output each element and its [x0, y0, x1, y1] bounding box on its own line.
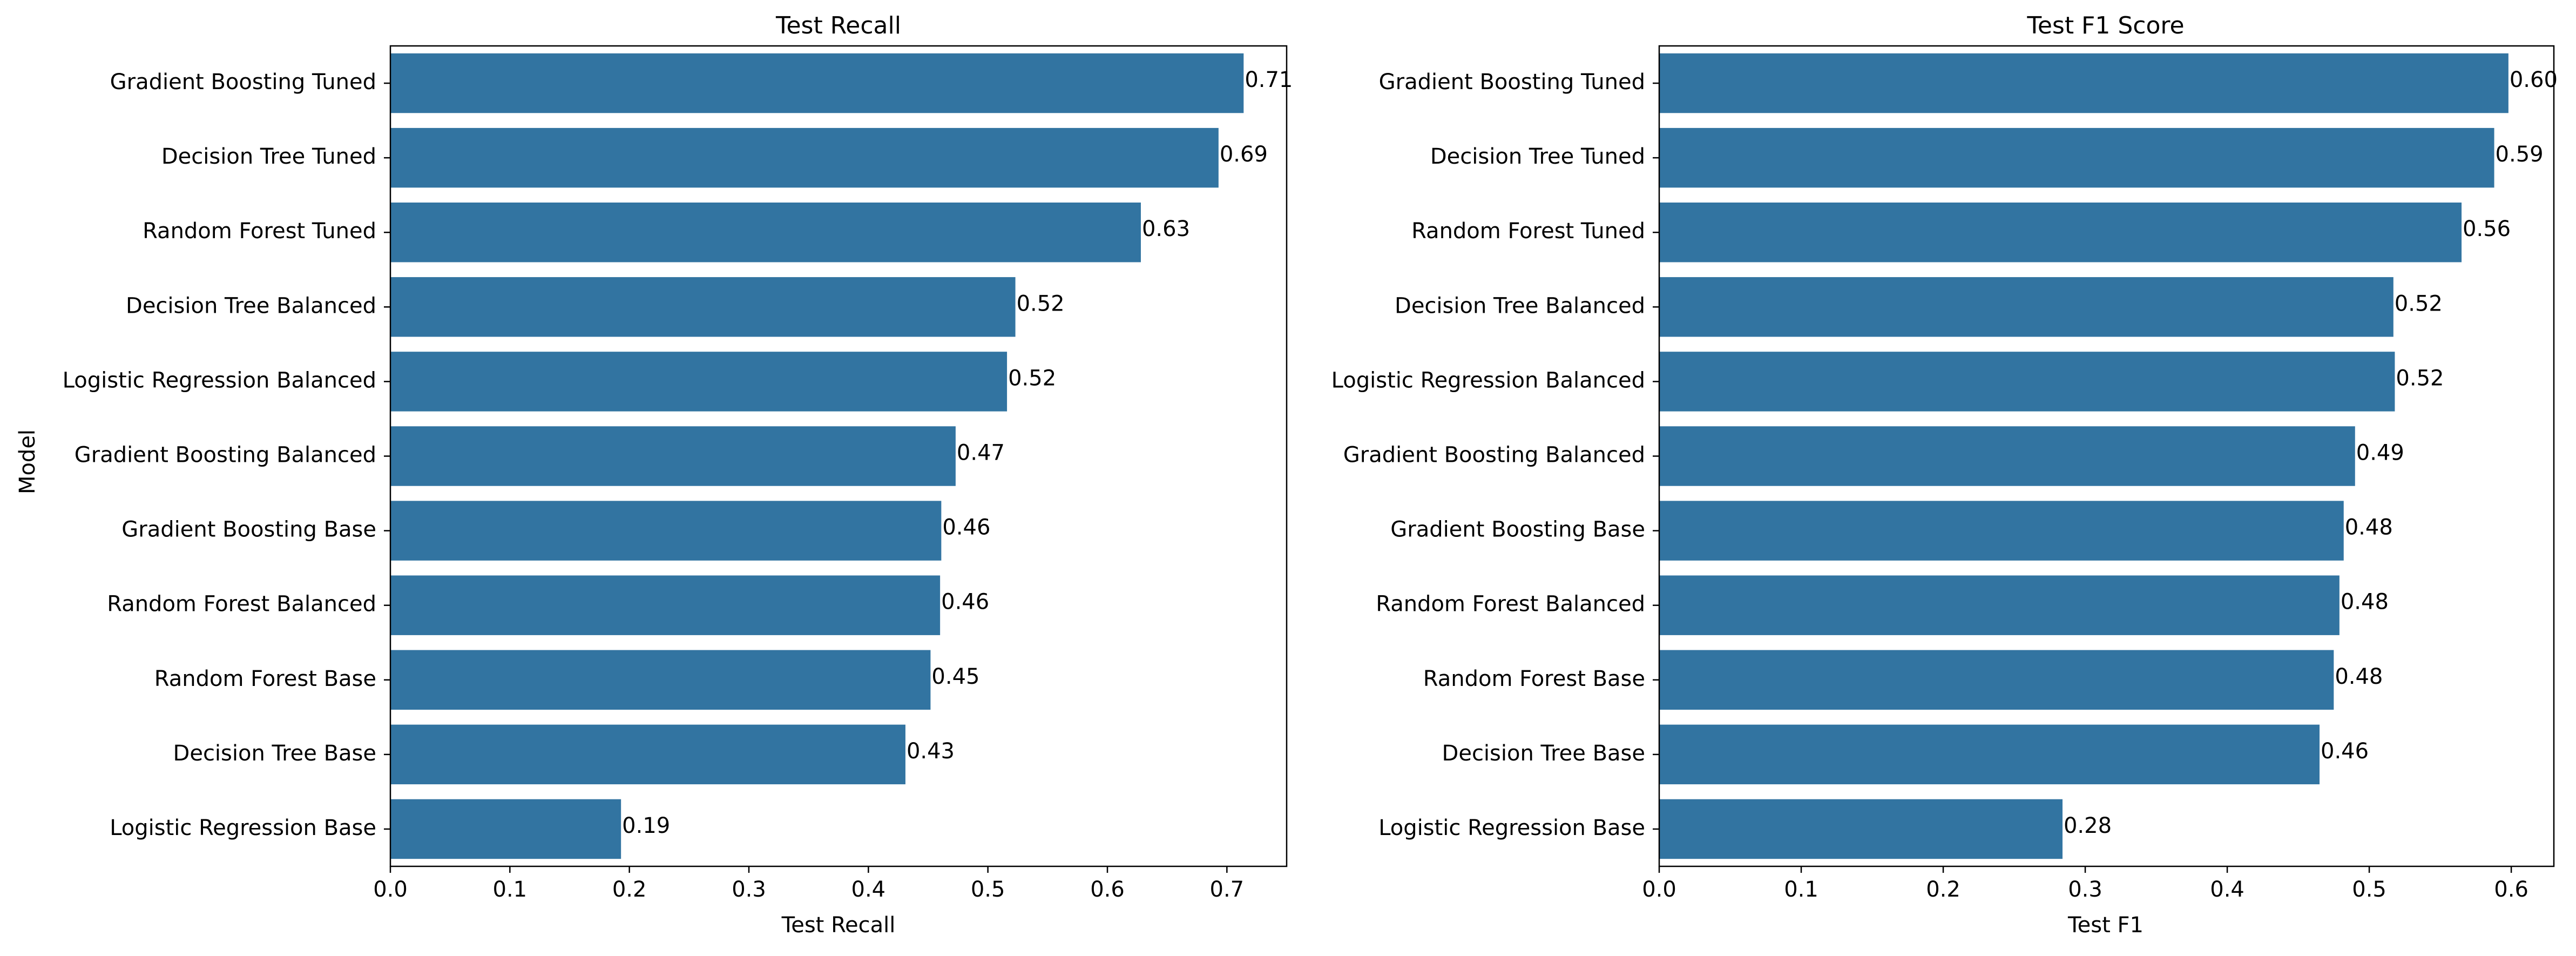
recall-x-tick-label: 0.5	[971, 877, 1005, 902]
f1-bar-gradient-boosting-tuned	[1659, 53, 2509, 113]
f1-x-tick-label: 0.4	[2210, 877, 2244, 902]
recall-category-label-decision-tree-base: Decision Tree Base	[173, 741, 376, 766]
recall-category-label-logistic-regression-balanced: Logistic Regression Balanced	[63, 368, 376, 393]
recall-x-axis-label: Test Recall	[781, 913, 896, 938]
f1-x-tick-label: 0.0	[1642, 877, 1676, 902]
f1-x-tick-label: 0.6	[2494, 877, 2528, 902]
f1-x-tick-label: 0.1	[1784, 877, 1818, 902]
recall-bar-decision-tree-base	[390, 724, 905, 785]
recall-plot-frame	[389, 45, 1288, 867]
f1-bar-decision-tree-balanced	[1659, 277, 2394, 337]
f1-value-label-logistic-regression-base: 0.28	[2064, 813, 2112, 838]
recall-bar-random-forest-balanced	[390, 575, 941, 635]
recall-category-label-gradient-boosting-base: Gradient Boosting Base	[121, 517, 376, 542]
recall-x-tick-label: 0.0	[373, 877, 408, 902]
recall-value-label-decision-tree-base: 0.43	[907, 739, 955, 764]
f1-category-label-gradient-boosting-tuned: Gradient Boosting Tuned	[1379, 70, 1645, 95]
f1-bar-logistic-regression-balanced	[1659, 352, 2395, 412]
recall-value-label-logistic-regression-balanced: 0.52	[1008, 366, 1056, 391]
recall-x-tick-label: 0.2	[612, 877, 647, 902]
f1-category-label-decision-tree-tuned: Decision Tree Tuned	[1430, 144, 1645, 169]
recall-bar-random-forest-base	[390, 650, 931, 710]
f1-bar-gradient-boosting-base	[1659, 501, 2344, 561]
f1-x-tick-label: 0.3	[2068, 877, 2102, 902]
recall-bar-random-forest-tuned	[390, 202, 1141, 262]
recall-chart-title: Test Recall	[775, 12, 901, 39]
recall-value-label-decision-tree-balanced: 0.52	[1017, 291, 1065, 316]
f1-x-tick-label: 0.5	[2352, 877, 2386, 902]
recall-panel: Test Recall Test Recall Model 0.71 Gradie…	[15, 12, 1293, 938]
recall-category-label-random-forest-tuned: Random Forest Tuned	[143, 219, 376, 244]
f1-category-label-random-forest-tuned: Random Forest Tuned	[1411, 219, 1645, 244]
f1-panel: Test F1 Score Test F1 0.60 Gradient Boost…	[1331, 12, 2558, 938]
recall-category-label-decision-tree-balanced: Decision Tree Balanced	[126, 293, 376, 318]
recall-category-label-logistic-regression-base: Logistic Regression Base	[110, 816, 376, 840]
f1-value-label-logistic-regression-balanced: 0.52	[2396, 366, 2444, 391]
recall-category-label-random-forest-balanced: Random Forest Balanced	[107, 592, 376, 617]
f1-value-label-random-forest-tuned: 0.56	[2463, 217, 2511, 241]
recall-y-axis-label: Model	[15, 429, 40, 494]
f1-value-label-gradient-boosting-tuned: 0.60	[2510, 68, 2558, 92]
f1-bar-random-forest-balanced	[1659, 575, 2340, 635]
f1-category-label-decision-tree-base: Decision Tree Base	[1442, 741, 1645, 766]
f1-value-label-decision-tree-base: 0.46	[2321, 739, 2369, 764]
recall-value-label-gradient-boosting-balanced: 0.47	[957, 441, 1005, 466]
recall-bar-gradient-boosting-base	[390, 501, 942, 561]
f1-bar-decision-tree-base	[1659, 724, 2320, 785]
f1-category-label-gradient-boosting-balanced: Gradient Boosting Balanced	[1343, 443, 1645, 468]
recall-bar-logistic-regression-base	[390, 799, 621, 859]
f1-bar-random-forest-base	[1659, 650, 2334, 710]
recall-category-label-random-forest-base: Random Forest Base	[154, 666, 376, 691]
recall-value-label-gradient-boosting-base: 0.46	[942, 515, 990, 540]
recall-bar-gradient-boosting-balanced	[390, 426, 956, 486]
f1-x-tick-label: 0.2	[1926, 877, 1960, 902]
f1-bar-gradient-boosting-balanced	[1659, 426, 2355, 486]
f1-value-label-gradient-boosting-base: 0.48	[2345, 515, 2393, 540]
recall-category-label-gradient-boosting-balanced: Gradient Boosting Balanced	[75, 443, 376, 468]
recall-value-label-gradient-boosting-tuned: 0.71	[1245, 68, 1293, 92]
f1-value-label-gradient-boosting-balanced: 0.49	[2356, 441, 2404, 466]
recall-bar-gradient-boosting-tuned	[390, 53, 1244, 113]
recall-value-label-random-forest-tuned: 0.63	[1142, 217, 1190, 241]
f1-value-label-decision-tree-balanced: 0.52	[2395, 291, 2443, 316]
f1-category-label-decision-tree-balanced: Decision Tree Balanced	[1395, 293, 1645, 318]
f1-plot-frame	[1658, 45, 2555, 867]
f1-x-axis-label: Test F1	[2067, 913, 2144, 938]
f1-category-label-random-forest-base: Random Forest Base	[1423, 666, 1645, 691]
recall-category-label-decision-tree-tuned: Decision Tree Tuned	[161, 144, 376, 169]
f1-category-label-random-forest-balanced: Random Forest Balanced	[1376, 592, 1645, 617]
f1-category-label-logistic-regression-base: Logistic Regression Base	[1378, 816, 1645, 840]
f1-value-label-random-forest-base: 0.48	[2335, 664, 2383, 689]
recall-x-tick-label: 0.7	[1210, 877, 1245, 902]
f1-value-label-random-forest-balanced: 0.48	[2341, 590, 2389, 615]
f1-bar-decision-tree-tuned	[1659, 127, 2494, 188]
recall-x-tick-label: 0.3	[732, 877, 766, 902]
f1-bar-random-forest-tuned	[1659, 202, 2462, 262]
f1-chart-title: Test F1 Score	[2026, 12, 2184, 39]
recall-value-label-random-forest-base: 0.45	[931, 664, 979, 689]
f1-category-label-gradient-boosting-base: Gradient Boosting Base	[1390, 517, 1645, 542]
recall-category-label-gradient-boosting-tuned: Gradient Boosting Tuned	[110, 70, 376, 95]
recall-value-label-logistic-regression-base: 0.19	[622, 813, 670, 838]
f1-bar-logistic-regression-base	[1659, 799, 2063, 859]
recall-bar-logistic-regression-balanced	[390, 352, 1008, 412]
recall-value-label-decision-tree-tuned: 0.69	[1220, 142, 1268, 167]
recall-value-label-random-forest-balanced: 0.46	[941, 590, 989, 615]
recall-x-tick-label: 0.6	[1090, 877, 1125, 902]
recall-x-tick-label: 0.4	[851, 877, 886, 902]
f1-category-label-logistic-regression-balanced: Logistic Regression Balanced	[1331, 368, 1645, 393]
recall-bar-decision-tree-balanced	[390, 277, 1016, 337]
recall-bar-decision-tree-tuned	[390, 127, 1219, 188]
recall-x-tick-label: 0.1	[493, 877, 528, 902]
f1-value-label-decision-tree-tuned: 0.59	[2496, 142, 2544, 167]
